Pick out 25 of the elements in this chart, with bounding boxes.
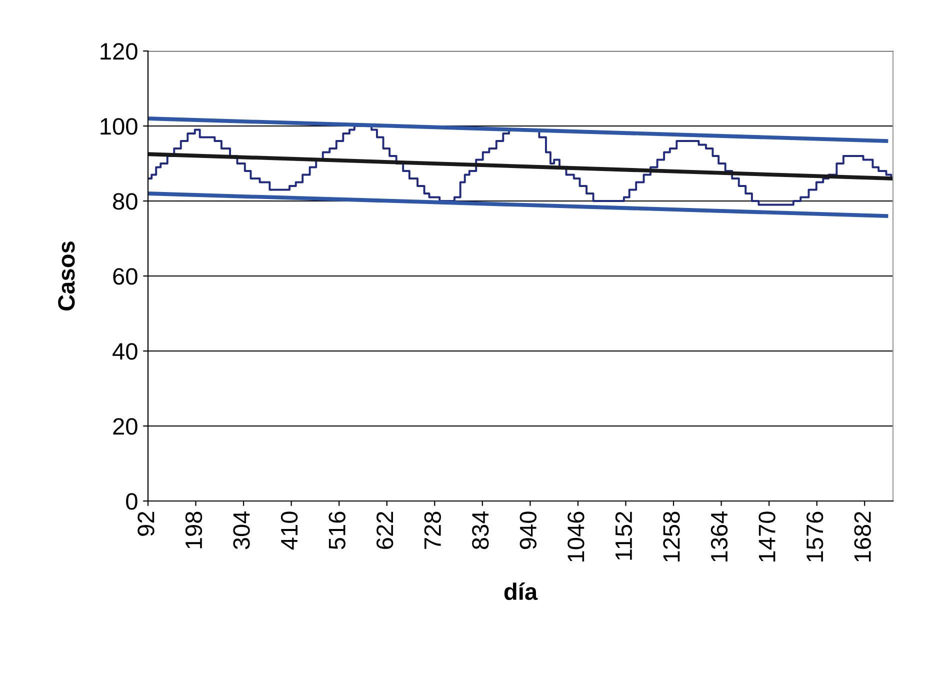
- x-tick-label: 198: [185, 512, 202, 548]
- y-tick-label: 60: [113, 268, 138, 285]
- y-tick-label: 20: [113, 418, 138, 435]
- x-tick-label: 1258: [663, 512, 680, 562]
- y-axis-title: Casos: [58, 242, 75, 310]
- x-tick-label: 1576: [806, 512, 824, 562]
- y-tick-label: 120: [100, 43, 138, 60]
- x-tick-label: 834: [472, 511, 489, 550]
- y-tick-label: 100: [100, 118, 138, 135]
- x-tick-label: 1046: [568, 512, 584, 562]
- x-tick-label: 516: [328, 512, 346, 550]
- x-tick-label: 1364: [710, 511, 728, 562]
- x-tick-label: 728: [424, 512, 441, 549]
- y-tick-label: 40: [112, 343, 138, 360]
- x-tick-label: 92: [138, 512, 154, 536]
- x-tick-label: 304: [233, 511, 250, 550]
- y-tick-label: 0: [126, 493, 138, 510]
- x-tick-label: 1152: [615, 512, 632, 560]
- x-tick-label: 940: [520, 512, 537, 550]
- x-tick-label: 1470: [758, 512, 776, 562]
- x-tick-label: 410: [280, 512, 298, 550]
- x-tick-label: 1682: [854, 512, 871, 562]
- y-tick-label: 80: [113, 193, 138, 210]
- x-tick-label: 622: [376, 512, 394, 549]
- x-axis-title: día: [504, 582, 538, 600]
